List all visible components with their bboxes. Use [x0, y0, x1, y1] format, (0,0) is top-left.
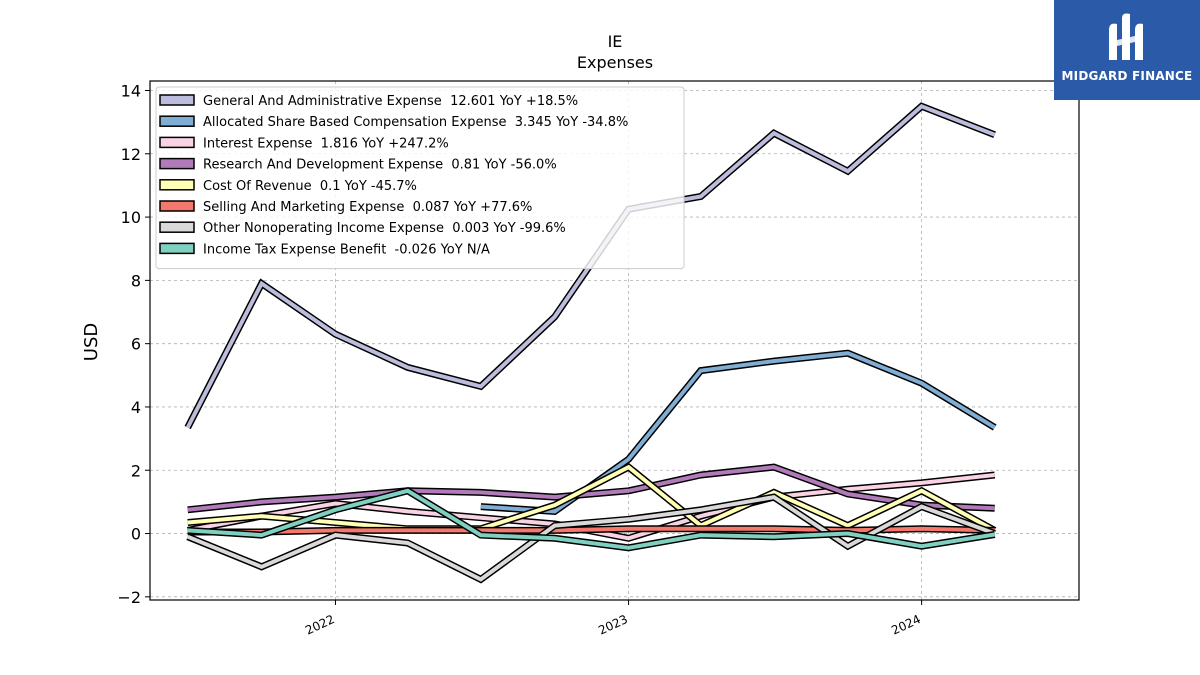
legend-swatch — [159, 136, 195, 149]
brand-logo: MIDGARD FINANCE — [1054, 0, 1200, 100]
legend-swatch — [159, 221, 195, 233]
legend-entry: General And Administrative Expense 12.60… — [203, 94, 578, 109]
legend-entry: Research And Development Expense 0.81 Yo… — [203, 158, 557, 173]
y-tick-label: 14 — [121, 81, 141, 100]
y-tick-label: 2 — [131, 461, 141, 480]
legend-entry: Cost Of Revenue 0.1 YoY -45.7% — [203, 179, 417, 194]
series-research-and-development-expense — [187, 463, 995, 514]
x-tick-label: 2024 — [889, 612, 923, 638]
legend-swatch — [159, 94, 195, 106]
legend-swatch — [159, 179, 195, 191]
x-ticks: 2022 2023 2024 — [303, 600, 923, 638]
series-income-tax-expense-benefit — [187, 487, 996, 552]
y-axis-label: USD — [81, 323, 102, 361]
plot-frame — [149, 80, 1080, 601]
series-allocated-share-based-compensation-expense — [480, 349, 997, 515]
legend-entry: Allocated Share Based Compensation Expen… — [203, 115, 628, 130]
legend-entry: Income Tax Expense Benefit -0.026 YoY N/… — [203, 242, 490, 257]
chart-subtitle: Expenses — [577, 53, 653, 72]
chart-title: IE — [608, 32, 623, 51]
series-line — [480, 351, 996, 514]
series-cost-of-revenue — [187, 462, 997, 534]
y-tick-label: 0 — [131, 525, 141, 544]
y-tick-label: 8 — [131, 271, 141, 290]
brand-name: MIDGARD FINANCE — [1061, 69, 1193, 83]
series-layer — [184, 102, 997, 584]
legend-entry: Other Nonoperating Income Expense 0.003 … — [203, 221, 566, 236]
y-tick-label: 4 — [131, 398, 141, 417]
y-ticks: −2 0 2 4 6 8 10 12 14 — [117, 81, 150, 607]
series-selling-and-marketing-expense — [187, 525, 995, 536]
logo-mark-icon — [1109, 13, 1143, 61]
legend-entry: Selling And Marketing Expense 0.087 YoY … — [203, 200, 532, 215]
series-line-outline — [480, 349, 997, 515]
series-line — [187, 526, 995, 534]
series-line — [186, 494, 996, 582]
legend-swatch — [159, 200, 195, 212]
series-line — [187, 488, 996, 550]
legend-swatch — [159, 242, 195, 255]
series-line — [187, 465, 995, 512]
y-tick-label: 6 — [131, 335, 141, 354]
legend-box — [155, 86, 685, 270]
x-tick-label: 2023 — [596, 612, 630, 638]
legend-swatch — [159, 115, 195, 127]
series-other-nonoperating-income-expense — [186, 493, 996, 584]
y-tick-label: −2 — [117, 588, 141, 607]
legend-swatch — [159, 157, 195, 170]
y-tick-label: 12 — [121, 145, 141, 164]
series-line — [187, 464, 996, 533]
y-tick-label: 10 — [121, 208, 141, 227]
x-tick-label: 2022 — [303, 612, 337, 638]
legend-entry: Interest Expense 1.816 YoY +247.2% — [203, 136, 449, 151]
legend: General And Administrative Expense 12.60… — [155, 86, 685, 270]
